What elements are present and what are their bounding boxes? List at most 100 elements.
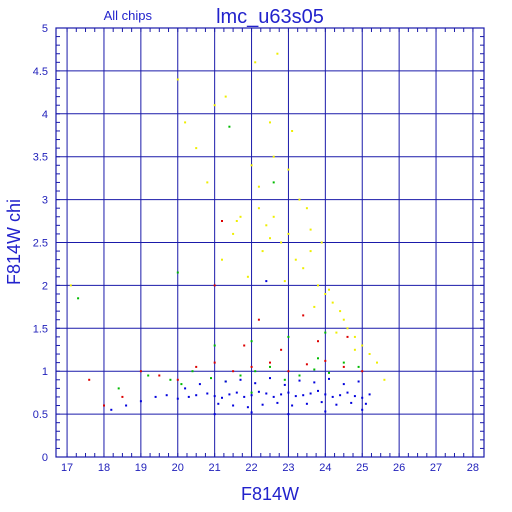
data-point-red (324, 359, 327, 362)
data-point-blue (250, 394, 253, 397)
data-point-yellow (320, 241, 323, 244)
data-point-green (228, 125, 231, 128)
data-point-green (147, 374, 150, 377)
x-axis-label: F814W (241, 484, 299, 504)
data-point-yellow (383, 378, 386, 381)
data-point-yellow (335, 331, 338, 334)
data-point-blue (250, 411, 253, 414)
data-point-yellow (283, 280, 286, 283)
data-point-yellow (257, 185, 260, 188)
data-point-blue (331, 395, 334, 398)
data-point-blue (302, 394, 305, 397)
data-point-red (221, 220, 223, 222)
data-point-yellow (291, 130, 294, 132)
data-point-green (342, 361, 345, 364)
x-tick-label: 21 (209, 462, 221, 474)
data-point-yellow (342, 318, 345, 321)
data-point-yellow (280, 241, 283, 244)
plot-frame (55, 27, 485, 458)
data-point-blue (206, 392, 209, 395)
data-point-blue (243, 395, 246, 398)
data-point-blue (213, 395, 216, 398)
data-point-blue (269, 377, 271, 380)
data-point-green (239, 374, 242, 377)
data-point-yellow (176, 78, 179, 81)
data-point-red (346, 335, 349, 338)
data-point-blue (235, 391, 238, 394)
data-point-yellow (276, 52, 279, 55)
data-point-blue (283, 383, 286, 386)
tick-labels: 17 18 19 20 21 22 23 24 25 26 27 28 0 0.5 1 1.5 2 2.5 3 3.5… (33, 23, 479, 474)
data-point-blue (213, 413, 216, 416)
data-point-red (257, 318, 260, 321)
data-point-blue (224, 380, 227, 383)
data-point-red (232, 370, 235, 373)
chart-title: lmc_u63s05 (216, 6, 324, 28)
y-tick-label: 4 (42, 109, 48, 121)
data-point-blue (328, 377, 330, 380)
data-point-red (269, 361, 271, 364)
data-point-green (283, 378, 286, 381)
data-point-yellow (353, 348, 356, 351)
chart-subtitle: All chips (104, 8, 153, 23)
data-point-yellow (69, 284, 72, 287)
data-point-yellow (184, 121, 187, 124)
data-point-blue (257, 390, 260, 393)
data-point-yellow (261, 250, 264, 253)
data-point-yellow (287, 168, 290, 171)
data-point-blue (287, 391, 290, 394)
x-tick-label: 17 (61, 462, 73, 474)
data-point-blue (361, 408, 364, 411)
x-tick-label: 19 (135, 462, 147, 474)
data-point-yellow (246, 275, 249, 278)
x-tick-label: 28 (467, 462, 479, 474)
data-point-green (180, 383, 183, 386)
data-point-blue (154, 395, 157, 398)
data-point-blue (232, 404, 235, 407)
data-point-green (324, 331, 327, 334)
data-point-blue (187, 395, 190, 398)
data-point-yellow (287, 232, 290, 235)
data-point-blue (276, 401, 279, 404)
data-point-green (272, 181, 275, 184)
data-point-green (117, 387, 120, 390)
data-point-yellow (324, 293, 327, 295)
data-point-green (210, 377, 212, 380)
data-point-yellow (272, 215, 275, 218)
data-point-blue (246, 406, 249, 409)
data-point-green (250, 391, 253, 394)
data-point-green (254, 370, 257, 373)
data-point-blue (110, 408, 113, 411)
data-point-blue (298, 379, 301, 382)
data-point-yellow (221, 258, 223, 261)
y-axis-label: F814W chi (4, 199, 24, 285)
data-point-blue (339, 394, 342, 397)
data-point-blue (176, 397, 179, 400)
data-point-yellow (368, 353, 371, 355)
data-point-blue (265, 392, 268, 395)
data-point-red (342, 365, 345, 368)
data-point-blue (320, 401, 323, 404)
data-point-yellow (317, 284, 319, 287)
data-point-blue (125, 404, 128, 407)
data-point-blue (317, 389, 319, 392)
data-point-blue (165, 394, 168, 397)
data-point-yellow (346, 327, 349, 330)
y-tick-label: 5 (42, 23, 48, 35)
data-point-red (213, 284, 216, 287)
data-point-blue (239, 378, 242, 381)
data-point-yellow (269, 237, 271, 240)
data-point-yellow (302, 267, 305, 270)
data-point-blue (353, 395, 356, 398)
data-point-green (191, 370, 194, 373)
data-point-yellow (257, 207, 260, 210)
data-point-red (195, 365, 198, 368)
data-point-green (328, 371, 330, 374)
data-point-blue (313, 381, 316, 384)
data-point-yellow (328, 288, 330, 291)
data-point-yellow (376, 361, 378, 364)
data-point-yellow (224, 95, 227, 98)
data-point-blue (261, 403, 264, 406)
data-point-blue (324, 393, 327, 396)
